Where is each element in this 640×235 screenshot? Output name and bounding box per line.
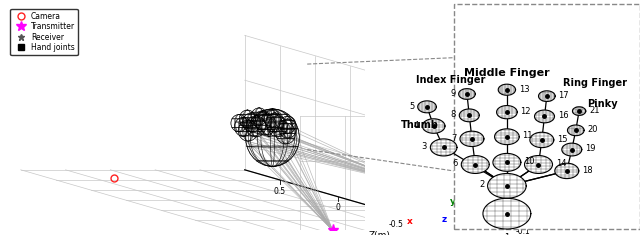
Text: 1: 1 [504, 233, 509, 235]
Text: -0.1: -0.1 [516, 227, 531, 235]
Polygon shape [555, 163, 579, 179]
Polygon shape [497, 106, 517, 119]
Polygon shape [461, 156, 489, 173]
Text: 15: 15 [557, 135, 568, 144]
Polygon shape [459, 89, 476, 99]
Text: 14: 14 [556, 159, 566, 168]
Text: 20: 20 [588, 125, 598, 134]
Polygon shape [534, 110, 554, 123]
Polygon shape [499, 84, 516, 95]
Polygon shape [460, 131, 484, 147]
Text: 10: 10 [524, 157, 534, 166]
Text: 9: 9 [450, 89, 455, 98]
Text: z: z [441, 215, 446, 223]
Polygon shape [483, 198, 531, 229]
Polygon shape [493, 153, 521, 171]
Text: 5: 5 [409, 102, 414, 111]
Polygon shape [495, 129, 519, 145]
Text: 21: 21 [589, 106, 600, 115]
Text: x: x [406, 217, 412, 226]
Text: 6: 6 [452, 159, 458, 168]
Polygon shape [488, 173, 526, 198]
Text: 8: 8 [451, 110, 456, 119]
Polygon shape [538, 91, 555, 102]
Polygon shape [562, 143, 582, 156]
Text: 19: 19 [585, 144, 596, 153]
Polygon shape [568, 125, 584, 136]
Text: 0: 0 [525, 131, 531, 140]
Text: 17: 17 [559, 91, 569, 100]
Text: 2: 2 [479, 180, 484, 189]
Polygon shape [525, 156, 552, 173]
Text: 18: 18 [582, 166, 593, 175]
Text: 13: 13 [519, 85, 529, 94]
Polygon shape [572, 107, 586, 115]
Text: Middle Finger: Middle Finger [464, 68, 550, 78]
Legend: Camera, Transmitter, Receiver, Hand joints: Camera, Transmitter, Receiver, Hand join… [10, 8, 78, 55]
Text: 16: 16 [558, 111, 568, 120]
Text: Index Finger: Index Finger [415, 75, 485, 86]
Text: 4: 4 [414, 121, 419, 130]
Text: 12: 12 [520, 107, 531, 116]
Text: 7: 7 [451, 133, 456, 143]
Polygon shape [460, 109, 479, 122]
Text: 0.5: 0.5 [274, 187, 285, 196]
Text: 11: 11 [522, 131, 533, 141]
Polygon shape [530, 132, 554, 148]
Text: 3: 3 [422, 142, 427, 151]
Text: Y(m): Y(m) [538, 182, 547, 204]
Text: -0.05: -0.05 [511, 179, 531, 188]
Text: 0: 0 [335, 204, 340, 212]
Text: -0.5: -0.5 [388, 220, 404, 229]
Text: y: y [450, 197, 456, 206]
Text: Thumb: Thumb [401, 120, 438, 130]
Polygon shape [430, 139, 457, 156]
FancyBboxPatch shape [454, 4, 640, 229]
Text: Ring Finger: Ring Finger [563, 78, 627, 88]
Polygon shape [418, 101, 436, 113]
Polygon shape [422, 119, 445, 133]
Text: Pinky: Pinky [587, 99, 618, 109]
Text: Z(m): Z(m) [369, 231, 391, 235]
